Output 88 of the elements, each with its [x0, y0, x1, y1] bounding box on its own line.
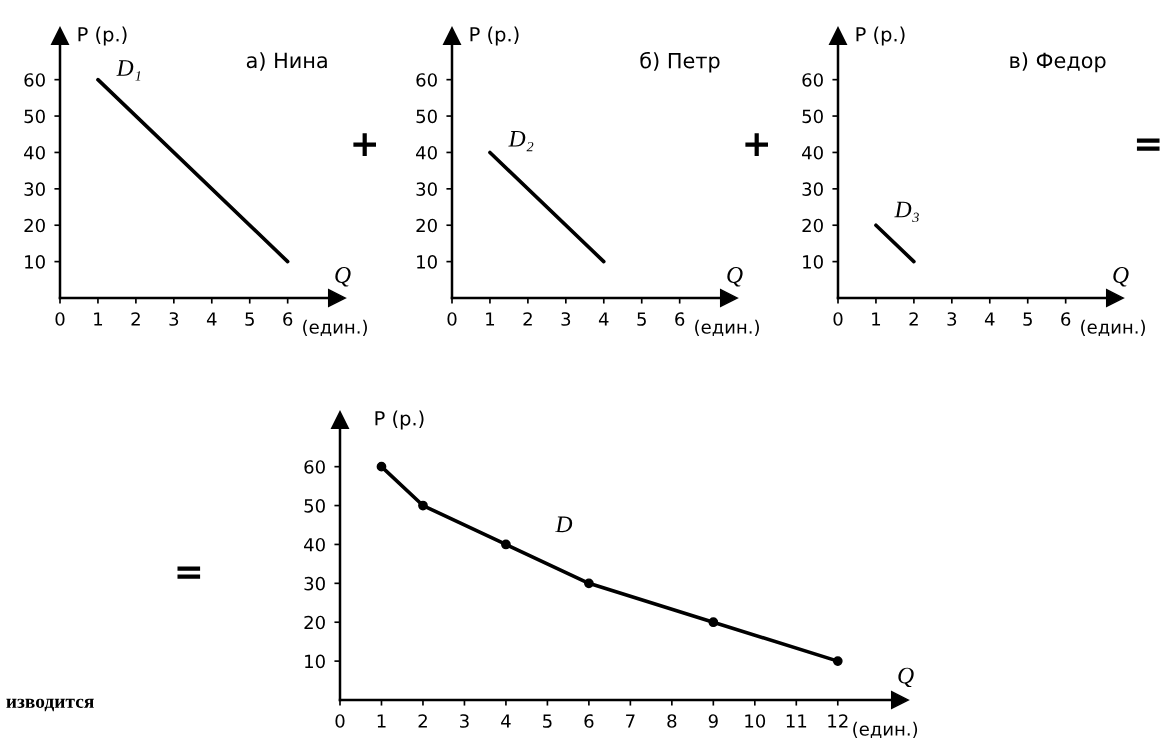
- y-tick-label: 60: [802, 73, 823, 87]
- x-tick-label: 0: [335, 714, 345, 728]
- y-tick-label: 40: [24, 145, 45, 160]
- y-tick-label: 20: [24, 218, 45, 233]
- x-tick-label: 0: [447, 312, 457, 326]
- x-tick-label: 1: [94, 312, 103, 326]
- x-tick-label: 4: [501, 714, 511, 728]
- y-tick-label: 10: [305, 654, 325, 669]
- x-tick-label: 2: [131, 312, 140, 326]
- y-tick-label: 20: [416, 218, 437, 233]
- y-tick-label: 40: [416, 145, 437, 160]
- y-tick-label: 30: [24, 182, 45, 196]
- text: =: [1136, 138, 1160, 151]
- y-axis-title: P (р.): [856, 26, 905, 46]
- x-tick-label: 8: [667, 714, 677, 728]
- x-tick-label: 3: [169, 312, 179, 326]
- x-tick-label: 3: [460, 714, 469, 728]
- x-tick-label: 10: [745, 714, 766, 728]
- point: [708, 617, 719, 628]
- text: изводится: [6, 698, 94, 712]
- y-tick-label: 50: [802, 109, 823, 124]
- point: [832, 656, 843, 666]
- y-tick-label: 60: [304, 460, 325, 474]
- y-axis-title: P (р.): [375, 410, 424, 430]
- y-tick-label: 50: [24, 109, 45, 124]
- annotation: D₃: [894, 201, 919, 223]
- x-tick-label: 1: [872, 312, 881, 326]
- x-tick-label: 5: [1023, 312, 1032, 326]
- annotation: Q: [727, 267, 743, 287]
- annotation: D: [555, 516, 573, 533]
- y-tick-label: 60: [24, 73, 45, 87]
- text: а) Нина: [246, 52, 327, 71]
- y-axis-title: P (р.): [470, 26, 519, 46]
- x-tick-label: 4: [984, 312, 995, 326]
- text: +: [353, 133, 376, 156]
- x-tick-label: 3: [561, 312, 571, 326]
- x-tick-label: 0: [833, 312, 843, 326]
- x-tick-label: 12: [828, 714, 848, 728]
- y-tick-label: 30: [802, 182, 823, 196]
- x-tick-label: 3: [947, 312, 957, 326]
- text: б) Петр: [640, 51, 720, 73]
- y-tick-label: 50: [304, 499, 325, 513]
- x-axis-title: (един.): [695, 319, 759, 337]
- x-tick-label: 1: [486, 312, 495, 326]
- x-tick-label: 6: [675, 312, 685, 326]
- point: [418, 500, 428, 511]
- y-tick-label: 50: [416, 109, 437, 124]
- x-tick-label: 5: [543, 714, 552, 728]
- annotation: D₁: [116, 60, 141, 81]
- y-tick-label: 10: [803, 255, 823, 269]
- text: в) Федор: [1010, 52, 1106, 73]
- y-axis-title: P (р.): [78, 26, 127, 46]
- annotation: Q: [335, 267, 351, 287]
- y-tick-label: 60: [416, 73, 437, 87]
- point: [584, 578, 594, 589]
- x-tick-label: 4: [598, 312, 609, 326]
- x-tick-label: 6: [1061, 312, 1071, 326]
- x-tick-label: 4: [206, 312, 217, 326]
- y-tick-label: 40: [802, 145, 823, 160]
- x-axis-title: (един.): [1081, 319, 1145, 337]
- y-tick-label: 20: [304, 615, 325, 630]
- x-tick-label: 2: [418, 714, 427, 728]
- point: [376, 461, 387, 472]
- x-tick-label: 2: [523, 312, 532, 326]
- y-tick-label: 10: [25, 255, 45, 269]
- x-tick-label: 7: [626, 714, 635, 728]
- x-tick-label: 6: [584, 714, 594, 728]
- text: +: [745, 133, 768, 156]
- x-tick-label: 0: [55, 312, 65, 326]
- x-tick-label: 11: [786, 714, 807, 728]
- annotation: Q: [898, 667, 914, 688]
- annotation: Q: [1113, 267, 1129, 287]
- y-tick-label: 30: [304, 576, 325, 591]
- x-tick-label: 6: [283, 312, 293, 326]
- annotation: D₂: [508, 131, 534, 152]
- y-tick-label: 20: [802, 218, 823, 233]
- text: =: [177, 566, 201, 579]
- y-tick-label: 30: [416, 182, 437, 196]
- x-tick-label: 5: [245, 312, 254, 326]
- x-tick-label: 5: [637, 312, 646, 326]
- x-tick-label: 1: [377, 714, 386, 728]
- y-tick-label: 40: [304, 537, 325, 552]
- x-axis-title: (един.): [303, 319, 367, 337]
- x-axis-title: (един.): [853, 721, 918, 739]
- x-tick-label: 2: [909, 312, 918, 326]
- y-tick-label: 10: [417, 255, 437, 269]
- x-tick-label: 9: [708, 714, 718, 728]
- point: [501, 539, 511, 550]
